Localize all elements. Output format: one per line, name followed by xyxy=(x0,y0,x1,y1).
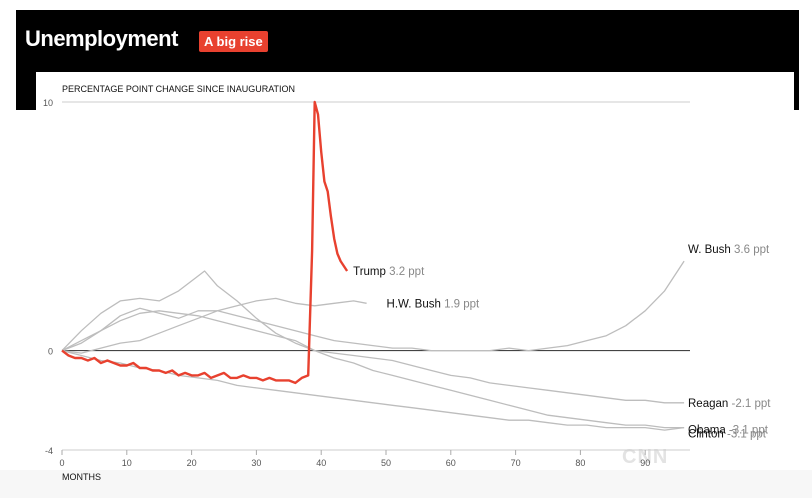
series-label-name: Reagan xyxy=(688,398,731,410)
chart-panel-margin xyxy=(16,110,36,498)
series-line-w-bush xyxy=(61,260,685,352)
y-axis-title: PERCENTAGE POINT CHANGE SINCE INAUGURATI… xyxy=(62,84,295,94)
series-line-obama xyxy=(61,310,685,429)
y-tick-label: 10 xyxy=(43,98,53,108)
series-line-trump xyxy=(61,100,349,385)
series-label-value: 3.6 ppt xyxy=(734,244,770,256)
series-label-w-bush: W. Bush 3.6 ppt xyxy=(688,244,770,256)
y-tick-label: 0 xyxy=(48,347,53,357)
x-tick-label: 80 xyxy=(575,458,585,468)
footer-shade xyxy=(0,470,812,498)
chart-title: Unemployment xyxy=(25,26,178,51)
x-tick-label: 40 xyxy=(316,458,326,468)
x-tick-label: 70 xyxy=(511,458,521,468)
series-label-obama: Obama -3.1 ppt xyxy=(688,425,769,437)
x-tick-label: 10 xyxy=(122,458,132,468)
x-tick-label: 20 xyxy=(187,458,197,468)
x-tick-label: 30 xyxy=(251,458,261,468)
chart-panel xyxy=(36,72,794,494)
series-line-clinton xyxy=(61,349,685,431)
series-line-reagan xyxy=(61,270,685,404)
x-axis-title: MONTHS xyxy=(62,472,101,482)
series-label-name: Obama xyxy=(688,425,729,437)
series-label-value: -3.1 ppt xyxy=(727,429,767,441)
series-label-h-w-bush: H.W. Bush 1.9 ppt xyxy=(387,298,481,310)
series-label-value: -2.1 ppt xyxy=(731,398,771,410)
series-label-name: H.W. Bush xyxy=(387,298,445,310)
watermark-logo: CNN xyxy=(622,446,669,468)
status-badge: A big rise xyxy=(199,31,268,52)
x-tick-label: 50 xyxy=(381,458,391,468)
series-label-clinton: Clinton -3.1 ppt xyxy=(688,429,767,441)
x-tick-label: 60 xyxy=(446,458,456,468)
series-label-name: Clinton xyxy=(688,429,727,441)
y-tick-label: -4 xyxy=(45,446,53,456)
series-label-value: 3.2 ppt xyxy=(389,266,425,278)
series-label-value: 1.9 ppt xyxy=(444,298,480,310)
series-label-value: -3.1 ppt xyxy=(729,425,769,437)
x-tick-label: 0 xyxy=(59,458,64,468)
series-label-trump: Trump 3.2 ppt xyxy=(353,266,425,278)
series-label-name: Trump xyxy=(353,266,389,278)
series-line-h-w-bush xyxy=(61,297,367,354)
x-tick-label: 90 xyxy=(640,458,650,468)
series-label-reagan: Reagan -2.1 ppt xyxy=(688,398,771,410)
series-label-name: W. Bush xyxy=(688,244,734,256)
